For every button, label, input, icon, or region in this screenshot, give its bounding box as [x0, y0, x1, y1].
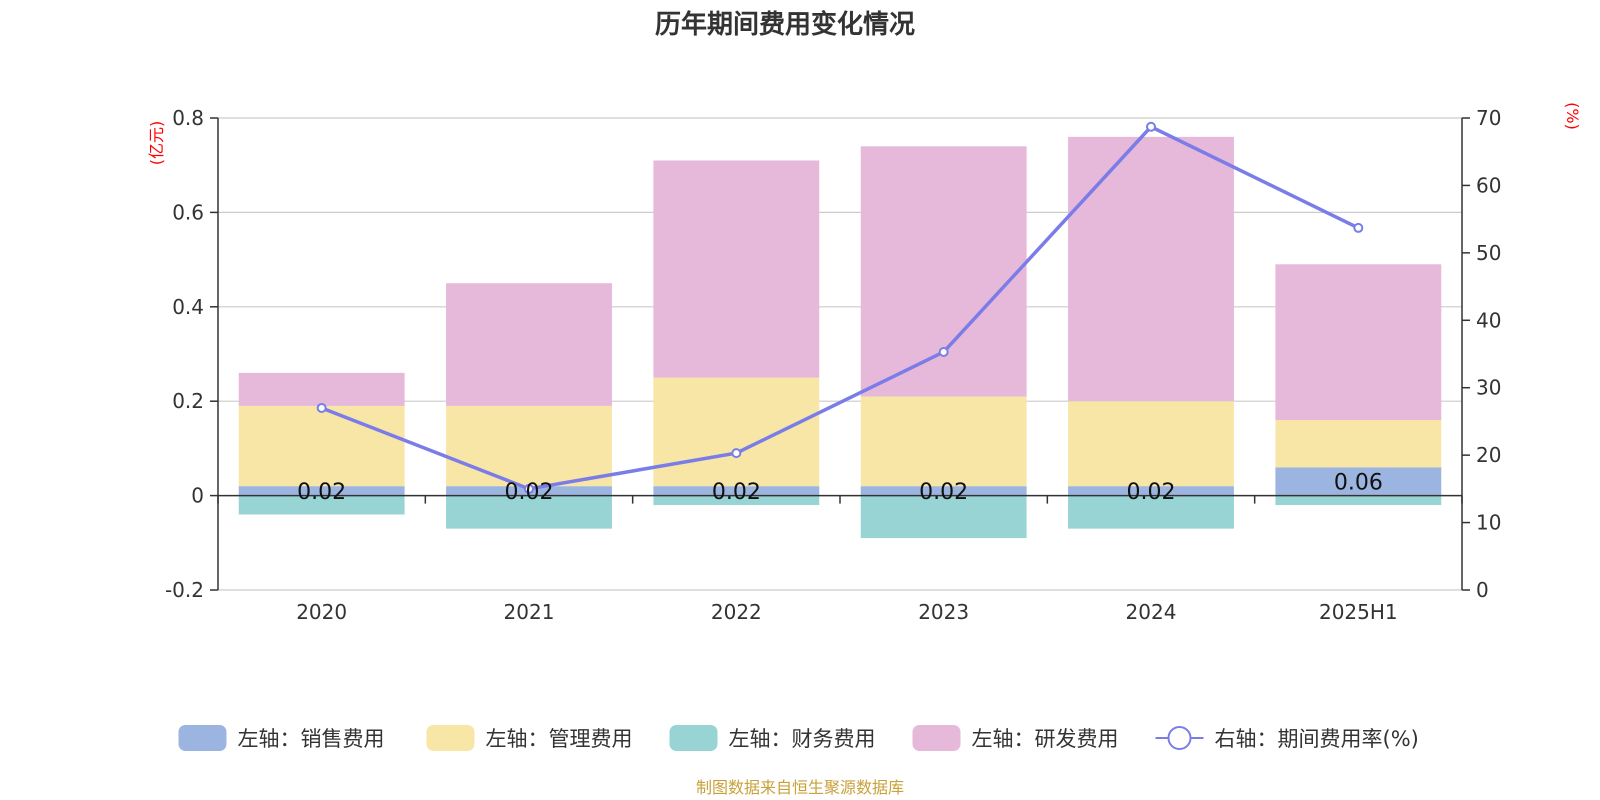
axes: -0.2 0 0.2 0.4 0.6 0.8 0 10 20 30 40 50 60 70 2020 2021…: [165, 106, 1501, 624]
legend: 左轴：销售费用 左轴：管理费用 左轴：财务费用 左轴：研发费用 右轴：期间费用率(%): [178, 725, 1419, 751]
bar-segment: [446, 283, 612, 406]
left-tick-label: 0.2: [172, 389, 204, 413]
rate-point: [524, 483, 534, 494]
legend-label: 左轴：研发费用: [972, 727, 1119, 751]
left-tick-label: 0.8: [172, 106, 204, 130]
legend-item: 左轴：管理费用: [426, 725, 633, 751]
rate-point: [1146, 121, 1156, 132]
left-tick-label: 0: [191, 484, 204, 508]
gridlines: [218, 117, 1462, 591]
right-tick-label: 10: [1476, 511, 1501, 535]
bar-segment: [653, 160, 820, 378]
legend-label: 左轴：销售费用: [238, 727, 385, 751]
x-tick-label: 2024: [1126, 600, 1177, 624]
legend-label: 左轴：管理费用: [486, 727, 633, 751]
bar-series: [238, 136, 1442, 539]
bar-segment: [860, 486, 1027, 496]
x-tick-label: 2021: [504, 600, 555, 624]
bar-segment: [238, 486, 405, 496]
right-tick-label: 60: [1476, 173, 1501, 197]
rate-point: [731, 448, 742, 459]
bar-segment: [1275, 467, 1442, 496]
x-tick-label: 2022: [711, 600, 762, 624]
x-tick-label: 2020: [296, 600, 347, 624]
bar-segment: [446, 495, 612, 529]
rate-point: [316, 402, 327, 413]
legend-swatch: [912, 725, 961, 751]
left-tick-label: 0.4: [172, 295, 204, 319]
bar-segment: [653, 377, 820, 487]
bar-segment: [860, 396, 1027, 487]
bar-segment: [1068, 136, 1234, 402]
legend-item: 左轴：研发费用: [912, 725, 1119, 751]
rate-line-series: [316, 121, 1364, 494]
right-axis-unit: (%): [1563, 102, 1582, 130]
bar-data-label: 0.02: [712, 480, 761, 505]
legend-swatch: [669, 725, 718, 751]
bar-data-label: 0.06: [1334, 470, 1383, 495]
left-tick-label: 0.6: [172, 200, 204, 224]
bar-segment: [860, 146, 1027, 397]
data-labels: 0.02 0.02 0.02 0.02 0.02 0.06: [297, 470, 1383, 504]
rate-point: [1353, 222, 1364, 233]
legend-item: 左轴：财务费用: [669, 725, 876, 751]
bar-segment: [238, 372, 405, 406]
bar-segment: [1275, 495, 1442, 506]
bar-data-label: 0.02: [505, 480, 554, 505]
legend-label: 右轴：期间费用率(%): [1215, 727, 1419, 751]
right-tick-label: 50: [1476, 241, 1501, 265]
x-tick-label: 2025H1: [1319, 600, 1398, 624]
bar-data-label: 0.02: [1127, 480, 1176, 505]
bar-segment: [238, 495, 405, 515]
bar-segment: [653, 495, 820, 506]
right-tick-label: 30: [1476, 376, 1501, 400]
right-tick-label: 0: [1476, 578, 1489, 602]
right-tick-label: 70: [1476, 106, 1501, 130]
bar-segment: [860, 495, 1027, 539]
bar-segment: [1275, 264, 1442, 421]
rate-point: [938, 346, 949, 357]
chart-title: 历年期间费用变化情况: [655, 9, 915, 40]
right-tick-label: 40: [1476, 308, 1501, 332]
bar-segment: [238, 405, 405, 487]
bar-segment: [1068, 486, 1234, 496]
legend-swatch: [426, 725, 475, 751]
bar-data-label: 0.02: [297, 480, 346, 505]
bar-segment: [446, 405, 612, 487]
source-note: 制图数据来自恒生聚源数据库: [696, 778, 904, 797]
legend-swatch: [178, 725, 227, 751]
bar-segment: [653, 486, 820, 496]
rate-line: [321, 124, 1360, 491]
legend-item: 右轴：期间费用率(%): [1155, 726, 1419, 751]
bar-segment: [1068, 401, 1234, 487]
right-tick-label: 20: [1476, 443, 1501, 467]
x-tick-label: 2023: [918, 600, 969, 624]
legend-label: 左轴：财务费用: [729, 727, 876, 751]
left-axis-unit: (亿元): [147, 121, 166, 166]
bar-segment: [1275, 420, 1442, 468]
legend-item: 左轴：销售费用: [178, 725, 385, 751]
bar-segment: [1068, 495, 1234, 529]
legend-marker-swatch: [1167, 726, 1192, 750]
left-tick-label: -0.2: [165, 578, 204, 602]
bar-data-label: 0.02: [919, 480, 968, 505]
